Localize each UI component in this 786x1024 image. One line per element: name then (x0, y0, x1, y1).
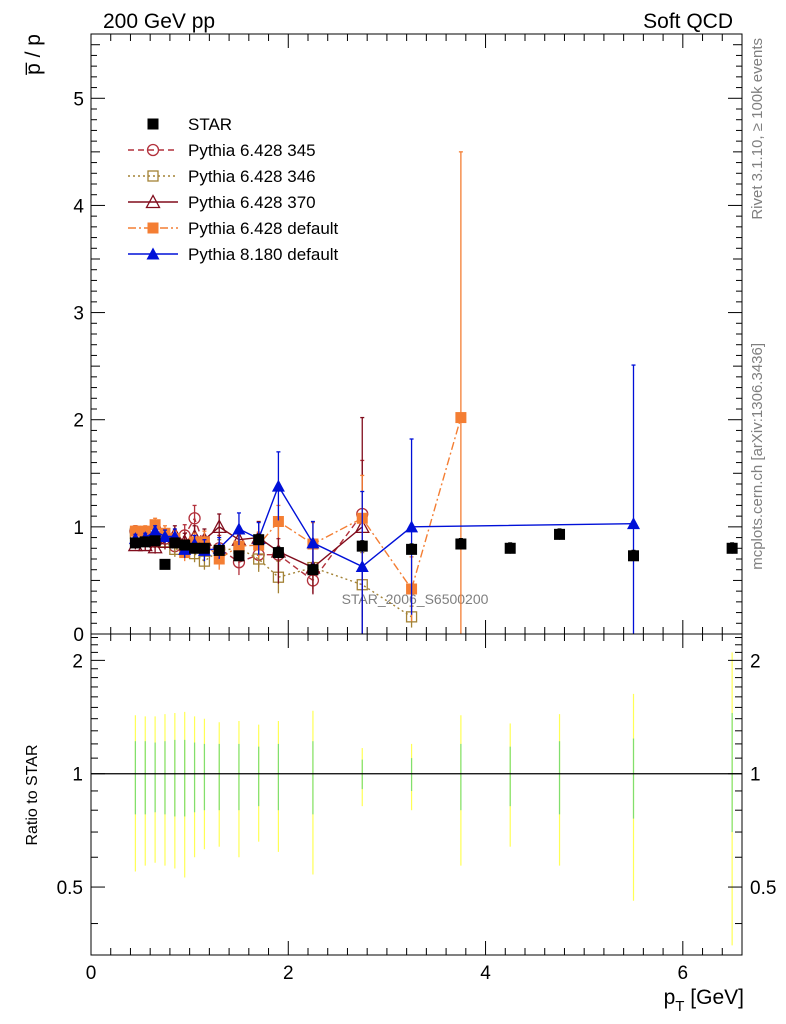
data-point (139, 536, 151, 548)
data-point (198, 542, 210, 554)
ratio-y-tick-label: 1 (72, 765, 83, 786)
legend-label: Pythia 6.428 370 (188, 193, 316, 212)
x-tick-label: 0 (86, 963, 97, 984)
data-point (726, 542, 738, 554)
data-point (271, 479, 285, 492)
data-point (628, 550, 639, 562)
data-point (213, 544, 225, 556)
ratio-y-tick-label: 0.5 (57, 878, 83, 899)
data-point (149, 535, 161, 547)
data-point (233, 540, 245, 552)
legend-item-pythia-6-428-370: Pythia 6.428 370 (128, 193, 316, 212)
legend-marker (147, 170, 159, 182)
data-point (129, 525, 141, 537)
x-axis-label: pT [GeV] (664, 986, 744, 1015)
data-point (504, 542, 516, 554)
legend-item-pythia-6-428-default: Pythia 6.428 default (128, 219, 339, 238)
main-y-tick-label: 0 (73, 625, 84, 646)
data-point (158, 530, 172, 542)
ratio-y-axis-label: Ratio to STAR (24, 744, 41, 845)
data-point (307, 564, 319, 576)
ratio-x-ticks: 0 2 4 6 (86, 634, 723, 984)
legend-label: Pythia 6.428 346 (188, 167, 316, 186)
data-point (232, 522, 246, 535)
data-point (148, 524, 162, 537)
main-x-ticks (90, 34, 723, 634)
legend-label: Pythia 6.428 345 (188, 141, 316, 160)
main-y-tick-label: 4 (73, 196, 84, 217)
legend-label: STAR (188, 115, 232, 134)
data-point (179, 539, 191, 551)
x-axis-label-unit: [GeV] (684, 986, 744, 1009)
series-layer (127, 151, 738, 634)
rivet-version-label: Rivet 3.1.10, ≥ 100k events (749, 38, 766, 220)
data-point (253, 534, 265, 546)
legend-item-pythia-8-180-default: Pythia 8.180 default (128, 245, 339, 264)
data-point (627, 517, 640, 530)
legend-marker (147, 118, 159, 130)
ratio-y-tick-label: 2 (72, 651, 83, 672)
data-point (306, 536, 320, 549)
data-point (272, 516, 284, 527)
mcplots-label: mcplots.cern.ch [arXiv:1306.3436] (749, 343, 766, 570)
ratio-panel: 0.5 0.5 1 1 2 2 0 2 4 6 Ratio to STAR pT [GeV] (24, 633, 776, 1015)
legend-item-star: STAR (147, 115, 232, 134)
main-y-tick-label: 1 (73, 518, 84, 539)
ratio-y-tick-label-right: 0.5 (750, 878, 776, 899)
main-y-tick-label: 5 (73, 89, 84, 110)
x-tick-label: 4 (480, 963, 491, 984)
data-point (129, 537, 141, 549)
main-y-axis-label: p̅ / p (22, 34, 45, 76)
legend-label: Pythia 8.180 default (188, 245, 339, 264)
collision-label: 200 GeV pp (103, 10, 215, 33)
legend-marker (147, 222, 159, 234)
ratio-y-tick-label-right: 1 (750, 765, 761, 786)
legend-item-pythia-6-428-345: Pythia 6.428 345 (128, 141, 316, 160)
ratio-y-tick-label-right: 2 (750, 651, 761, 672)
x-axis-label-subscript: T (675, 998, 684, 1015)
legend-marker (145, 194, 161, 209)
x-tick-label: 6 (678, 963, 689, 984)
data-point (272, 547, 284, 559)
data-point (159, 558, 171, 570)
x-axis-label-base: p (664, 986, 676, 1009)
main-y-ticks: 0 1 2 3 4 5 (73, 44, 742, 646)
data-point (169, 537, 181, 549)
process-label: Soft QCD (643, 10, 733, 33)
data-point (554, 528, 566, 540)
main-y-tick-label: 3 (73, 304, 84, 325)
legend-marker (146, 247, 160, 260)
data-point (211, 518, 227, 534)
ratio-y-ticks: 0.5 0.5 1 1 2 2 (57, 637, 776, 925)
data-point (406, 543, 418, 555)
main-y-tick-label: 2 (73, 411, 84, 432)
data-point (356, 540, 368, 552)
ratio-frame (90, 633, 743, 956)
data-point (355, 560, 369, 572)
data-point (233, 550, 245, 562)
legend-label: Pythia 6.428 default (188, 219, 339, 238)
data-point (455, 538, 467, 550)
data-point (405, 520, 419, 533)
x-tick-label: 2 (283, 963, 294, 984)
data-point (189, 542, 201, 554)
ratio-uncertainty-bands (134, 652, 733, 946)
legend-marker (146, 143, 160, 157)
legend: STAR Pythia 6.428 345 Pythia 6.428 346 Pyth… (128, 115, 339, 264)
data-point (455, 412, 467, 424)
data-point (188, 512, 201, 525)
legend-item-pythia-6-428-346: Pythia 6.428 346 (128, 167, 316, 186)
series-star (129, 528, 738, 576)
